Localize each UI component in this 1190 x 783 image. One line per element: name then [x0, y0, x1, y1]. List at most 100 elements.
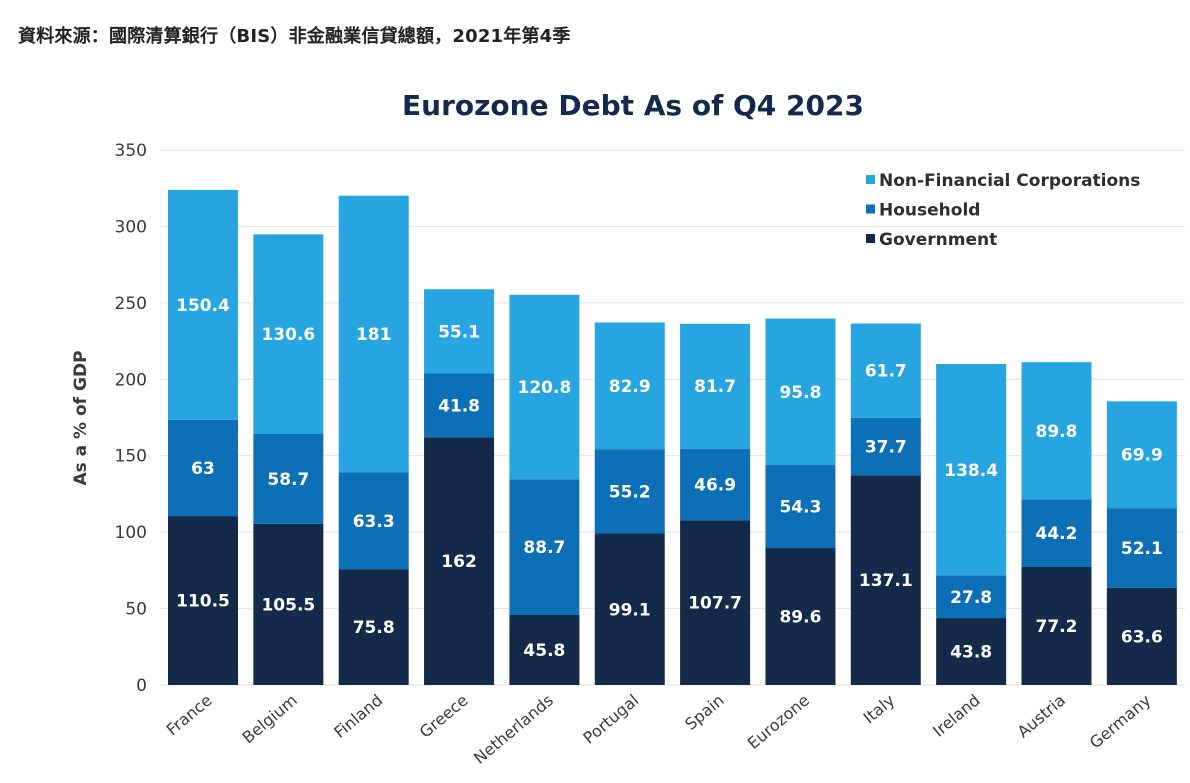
data-label: 63.3	[353, 512, 395, 532]
bar-segment-non-financial-corporations	[680, 323, 751, 449]
legend-swatch	[866, 234, 875, 243]
bar-segment-government	[594, 533, 665, 685]
data-label: 181	[356, 325, 392, 345]
legend-swatch	[866, 175, 875, 184]
bar-segment-non-financial-corporations	[168, 189, 238, 420]
data-label: 41.8	[438, 396, 480, 416]
bar-segment-government	[338, 569, 409, 685]
y-axis-ticks: 0 50 100 150 200 250 300 350	[115, 141, 147, 696]
bar-segment-government	[1021, 566, 1092, 685]
data-label: 81.7	[694, 377, 736, 397]
data-label: 89.6	[779, 608, 821, 628]
bar-segment-government	[936, 618, 1007, 685]
y-tick-label: 250	[115, 294, 147, 314]
data-label: 52.1	[1121, 539, 1163, 559]
data-labels: 110.5 63 150.4 105.5 58.7 130.6 75.8 63.3 181 162…	[176, 296, 1163, 663]
data-label: 110.5	[176, 592, 230, 612]
data-label: 75.8	[353, 618, 395, 638]
bar-segment-household	[850, 417, 921, 476]
y-tick-label: 50	[125, 600, 147, 620]
bar-segment-household	[936, 575, 1007, 619]
bar-segment-household	[1021, 499, 1092, 567]
data-label: 58.7	[267, 470, 309, 490]
y-tick-label: 200	[115, 370, 147, 390]
bar-segment-household	[338, 472, 409, 570]
x-tick-label: Austria	[1014, 691, 1070, 742]
bar-segment-household	[168, 419, 238, 517]
bar-segment-household	[509, 479, 580, 615]
x-tick-label: Portugal	[579, 691, 642, 748]
bar-segment-household	[424, 373, 495, 438]
data-label: 55.2	[609, 482, 651, 502]
data-label: 44.2	[1036, 524, 1078, 544]
bar-segment-government	[850, 475, 921, 685]
x-tick-label: Spain	[681, 691, 727, 734]
data-label: 150.4	[176, 296, 230, 316]
data-label: 63.6	[1121, 627, 1163, 647]
y-axis-label: As a % of GDP	[71, 350, 91, 485]
y-tick-label: 0	[136, 676, 147, 696]
data-label: 55.1	[438, 322, 480, 342]
data-label: 130.6	[261, 325, 315, 345]
data-label: 54.3	[779, 498, 821, 518]
legend-item: Non-Financial Corporations	[879, 171, 1140, 191]
bar-segment-government	[509, 614, 580, 685]
data-label: 27.8	[950, 588, 992, 608]
bar-segment-non-financial-corporations	[1021, 362, 1092, 500]
x-tick-label: France	[163, 691, 216, 740]
data-label: 138.4	[944, 461, 998, 481]
bars	[168, 189, 1177, 685]
x-tick-label: Greece	[416, 691, 472, 742]
bar-segment-government	[168, 516, 238, 685]
y-tick-label: 350	[115, 141, 147, 161]
data-label: 120.8	[518, 378, 572, 398]
data-label: 162	[441, 552, 477, 572]
data-label: 88.7	[523, 538, 565, 558]
data-label: 43.8	[950, 643, 992, 663]
data-label: 95.8	[779, 383, 821, 403]
bar-segment-non-financial-corporations	[936, 364, 1007, 576]
data-label: 82.9	[609, 377, 651, 397]
bar-segment-non-financial-corporations	[765, 318, 836, 466]
bar-segment-household	[1106, 508, 1177, 588]
legend-swatch	[866, 204, 875, 214]
bar-segment-government	[253, 523, 324, 685]
bar-segment-non-financial-corporations	[338, 195, 409, 473]
gridlines	[160, 149, 1185, 686]
data-label: 69.9	[1121, 446, 1163, 466]
y-tick-label: 100	[115, 523, 147, 543]
x-tick-label: Netherlands	[470, 691, 557, 768]
data-label: 99.1	[609, 600, 651, 620]
data-label: 105.5	[261, 595, 315, 615]
source-note: 資料來源：國際清算銀行（BIS）非金融業信貸總額，2021年第4季	[18, 26, 571, 47]
x-tick-label: Ireland	[929, 691, 984, 741]
data-label: 63	[191, 459, 215, 479]
bar-segment-non-financial-corporations	[1106, 401, 1177, 509]
bar-segment-non-financial-corporations	[850, 323, 921, 418]
x-tick-label: Finland	[330, 691, 386, 742]
bar-segment-government	[1106, 587, 1177, 685]
x-tick-label: Belgium	[238, 691, 300, 748]
legend-item: Household	[879, 201, 980, 221]
bar-segment-household	[594, 449, 665, 534]
bar-segment-household	[680, 448, 751, 521]
legend: Non-Financial Corporations Household Gover…	[866, 171, 1140, 250]
x-tick-label: Germany	[1086, 691, 1155, 753]
data-label: 37.7	[865, 438, 907, 458]
chart-title: Eurozone Debt As of Q4 2023	[402, 89, 864, 122]
data-label: 77.2	[1036, 617, 1078, 637]
data-label: 46.9	[694, 476, 736, 496]
bar-segment-household	[253, 434, 324, 524]
bar-segment-household	[765, 465, 836, 549]
x-tick-label: Italy	[860, 691, 899, 728]
y-tick-label: 300	[115, 217, 147, 237]
bar-segment-non-financial-corporations	[424, 289, 495, 374]
bar-segment-non-financial-corporations	[509, 294, 580, 480]
legend-item: Government	[879, 230, 997, 250]
data-label: 107.7	[688, 594, 742, 614]
data-label: 137.1	[859, 571, 913, 591]
y-tick-label: 150	[115, 447, 147, 467]
bar-segment-government	[424, 437, 495, 685]
